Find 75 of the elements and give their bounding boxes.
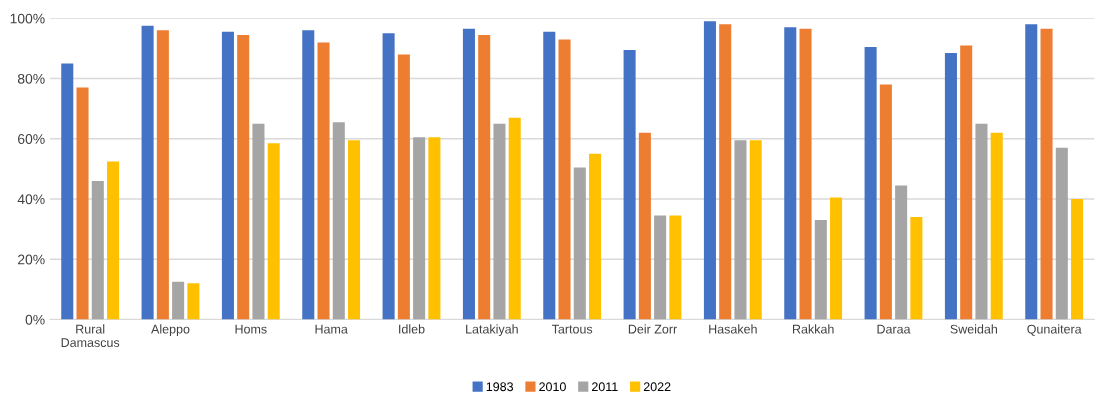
bar [302,30,315,320]
x-tick-label: Daraa [877,324,911,334]
bar [107,161,120,320]
legend-label: 1983 [486,382,514,392]
bar [156,30,169,320]
bar [638,132,651,320]
bar [1071,199,1084,320]
bar [975,123,988,320]
bar [543,31,556,320]
bar [910,217,923,320]
legend-label: 2011 [592,382,618,392]
bar [1025,24,1038,320]
y-tick-label: 60% [18,134,45,144]
x-tick-label: Rural Damascus [61,324,120,347]
bar [589,153,602,320]
x-tick-label: Tartous [551,324,593,334]
bar [784,27,797,320]
y-tick-label: 40% [17,194,45,205]
bar [703,21,716,320]
x-tick-label: Homs [235,324,267,334]
bar [895,185,908,320]
bar [332,122,345,320]
bar [413,137,426,320]
y-tick-label: 20% [18,254,45,265]
bar [172,281,185,320]
bar [749,140,762,320]
y-tick-label: 100% [10,13,45,24]
bar [864,46,877,320]
x-tick-label: Qunaitera [1027,324,1082,336]
bar [348,140,361,320]
y-tick-label: 0% [25,314,45,325]
bar [76,87,89,320]
x-tick-label: Latakiyah [466,324,518,337]
bar [221,31,234,320]
bar [508,117,521,320]
bar [397,54,410,320]
bar [573,167,586,320]
x-tick-label: Deir Zorr [628,324,677,334]
bar [799,28,812,320]
bar [558,39,571,320]
y-tick-label: 80% [17,73,45,84]
bar [990,132,1003,320]
bar [428,137,441,320]
bar [91,180,104,320]
bar [719,24,732,320]
bar [879,84,892,320]
bar [654,215,667,320]
bar [623,49,636,320]
bar [462,28,475,320]
bar [382,33,395,320]
bar [267,143,280,320]
bar [830,197,843,320]
bar [478,34,491,320]
bar [1055,147,1068,320]
x-tick-label: Rakkah [793,324,834,334]
legend-label: 2010 [539,382,566,392]
bar [493,123,506,320]
bar [669,215,682,320]
bar [237,34,250,320]
bar [944,52,957,320]
bar [61,63,74,320]
bar [141,25,154,320]
x-tick-label: Aleppo [151,324,190,337]
legend-label: 2022 [643,382,671,392]
bar [317,42,330,320]
x-tick-label: Sweidah [950,324,997,334]
x-tick-label: Hasakeh [709,324,757,334]
bar [187,283,200,320]
bar [960,45,973,320]
bar [1040,28,1053,320]
x-tick-label: Idleb [399,324,425,334]
bar [734,140,747,320]
bar [252,123,265,320]
bar [814,220,827,320]
x-tick-label: Hama [315,324,348,334]
